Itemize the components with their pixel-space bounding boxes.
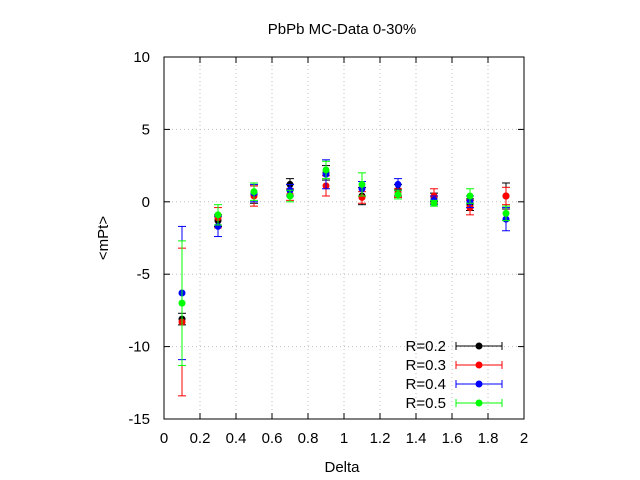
x-tick-label: 0.6 [262, 430, 283, 447]
x-tick-label: 1.8 [478, 430, 499, 447]
grid-layer [164, 57, 524, 419]
x-tick-label: 2 [520, 430, 528, 447]
legend-label: R=0.3 [406, 357, 446, 374]
legend-label: R=0.5 [406, 395, 446, 412]
y-tick-label: -10 [128, 339, 150, 356]
data-point [502, 192, 510, 200]
legend-label: R=0.4 [406, 376, 446, 393]
legend-marker [475, 380, 483, 388]
legend-marker [475, 361, 483, 369]
y-tick-label: 10 [133, 49, 150, 66]
series-R=0.5 [178, 160, 510, 366]
data-point [178, 299, 186, 307]
legend: R=0.2 R=0.3 R=0.4 R=0.5 [406, 338, 503, 412]
data-point [286, 192, 294, 200]
data-point [430, 199, 438, 207]
x-tick-label: 0.4 [226, 430, 247, 447]
data-point [322, 166, 330, 174]
y-tick-label: -15 [128, 411, 150, 428]
axis-ticks: 0 0.2 0.4 0.6 0.8 1 1.2 1.4 1.6 1.8 2 10 5 0 -5 -10 -15 [128, 49, 528, 447]
y-tick-label: 0 [142, 194, 150, 211]
y-tick-label: 5 [142, 121, 150, 138]
x-tick-label: 0 [160, 430, 168, 447]
legend-marker [475, 342, 483, 350]
data-layer [178, 159, 510, 397]
x-tick-label: 1.6 [442, 430, 463, 447]
x-tick-label: 1 [340, 430, 348, 447]
y-axis-label: <mPt> [95, 216, 112, 260]
chart-title: PbPb MC-Data 0-30% [268, 21, 416, 38]
x-tick-label: 1.2 [370, 430, 391, 447]
data-point [358, 180, 366, 188]
legend-item: R=0.5 [406, 395, 503, 412]
data-point [394, 191, 402, 199]
y-tick-label: -5 [137, 266, 150, 283]
data-point [394, 180, 402, 188]
x-tick-label: 0.2 [190, 430, 211, 447]
legend-item: R=0.2 [406, 338, 503, 355]
x-tick-label: 1.4 [406, 430, 427, 447]
legend-label: R=0.2 [406, 338, 446, 355]
legend-item: R=0.3 [406, 357, 503, 374]
legend-item: R=0.4 [406, 376, 503, 393]
legend-marker [475, 399, 483, 407]
data-point [250, 188, 258, 196]
data-point [466, 192, 474, 200]
x-axis-label: Delta [324, 459, 360, 476]
data-point [502, 209, 510, 217]
data-point [214, 211, 222, 219]
x-tick-label: 0.8 [298, 430, 319, 447]
